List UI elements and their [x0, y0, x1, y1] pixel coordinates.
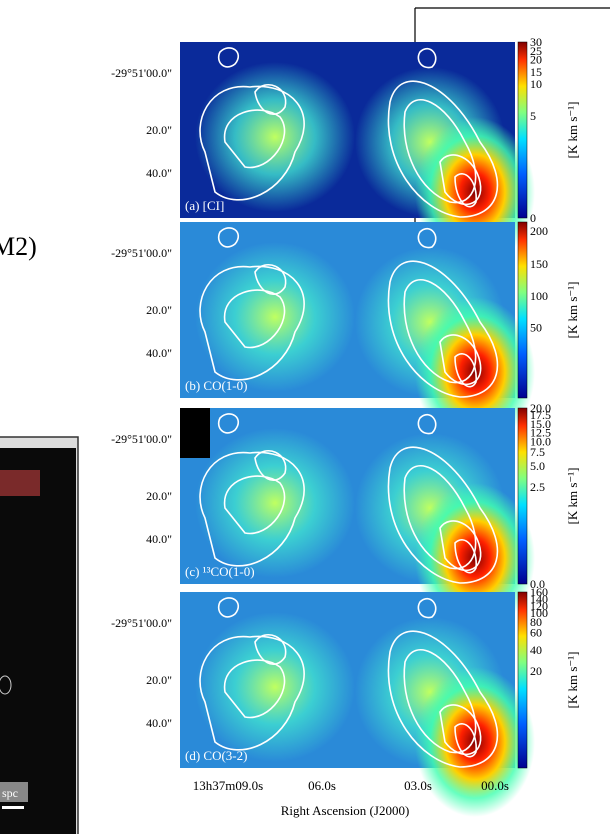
colorbar-tick-label: 150	[530, 257, 548, 271]
emission	[195, 612, 355, 762]
x-axis-title: Right Ascension (J2000)	[281, 803, 410, 818]
colorbar	[518, 592, 527, 768]
colorbar-tick-label: 60	[530, 625, 542, 639]
y-tick-label: 20.0"	[146, 303, 172, 317]
x-tick-label: 06.0s	[308, 778, 336, 793]
y-tick-label: -29°51'00.0"	[111, 66, 172, 80]
colorbar-unit: [K km s⁻¹]	[565, 102, 580, 159]
x-tick-label: 03.0s	[404, 778, 432, 793]
y-tick-label: -29°51'00.0"	[111, 616, 172, 630]
emission	[195, 62, 355, 212]
colorbar-tick-label: 200	[530, 224, 548, 238]
screenshot: M2)(a) [CI]302520151050[K km s⁻¹]-29°51'…	[0, 0, 610, 834]
y-tick-label: 40.0"	[146, 532, 172, 546]
emission	[195, 242, 355, 392]
x-tick-label: 13h37m09.0s	[193, 778, 263, 793]
colorbar-tick-label: 20	[530, 664, 542, 678]
overlapping-window: spc	[0, 437, 78, 834]
background-text: M2)	[0, 232, 37, 261]
colorbar	[518, 42, 527, 218]
panel-label: (d) CO(3-2)	[185, 748, 247, 763]
colorbar-tick-label: 40	[530, 643, 542, 657]
colorbar-unit: [K km s⁻¹]	[565, 652, 580, 709]
panel-label: (c) ¹³CO(1-0)	[185, 564, 255, 579]
y-tick-label: -29°51'00.0"	[111, 246, 172, 260]
window-content	[0, 448, 76, 834]
emission	[195, 428, 355, 578]
blank-region	[180, 408, 210, 458]
colorbar-tick-label: 2.5	[530, 480, 545, 494]
window-caption: spc	[2, 786, 18, 800]
scale-bar	[2, 806, 24, 809]
colorbar	[518, 222, 527, 398]
colorbar-unit: [K km s⁻¹]	[565, 468, 580, 525]
y-tick-label: 40.0"	[146, 346, 172, 360]
x-tick-label: 00.0s	[481, 778, 509, 793]
colorbar-tick-label: 100	[530, 289, 548, 303]
y-tick-label: 20.0"	[146, 673, 172, 687]
y-tick-label: 20.0"	[146, 123, 172, 137]
y-tick-label: 40.0"	[146, 166, 172, 180]
figure: M2)(a) [CI]302520151050[K km s⁻¹]-29°51'…	[0, 0, 610, 834]
highlight	[0, 470, 40, 496]
y-tick-label: 40.0"	[146, 716, 172, 730]
colorbar-tick-label: 50	[530, 321, 542, 335]
colorbar	[518, 408, 527, 584]
panel-label: (a) [CI]	[185, 198, 224, 213]
panel-label: (b) CO(1-0)	[185, 378, 247, 393]
colorbar-tick-label: 5.0	[530, 459, 545, 473]
y-tick-label: -29°51'00.0"	[111, 432, 172, 446]
colorbar-tick-label: 7.5	[530, 445, 545, 459]
y-tick-label: 20.0"	[146, 489, 172, 503]
colorbar-tick-label: 5	[530, 109, 536, 123]
colorbar-tick-label: 10	[530, 77, 542, 91]
colorbar-unit: [K km s⁻¹]	[565, 282, 580, 339]
